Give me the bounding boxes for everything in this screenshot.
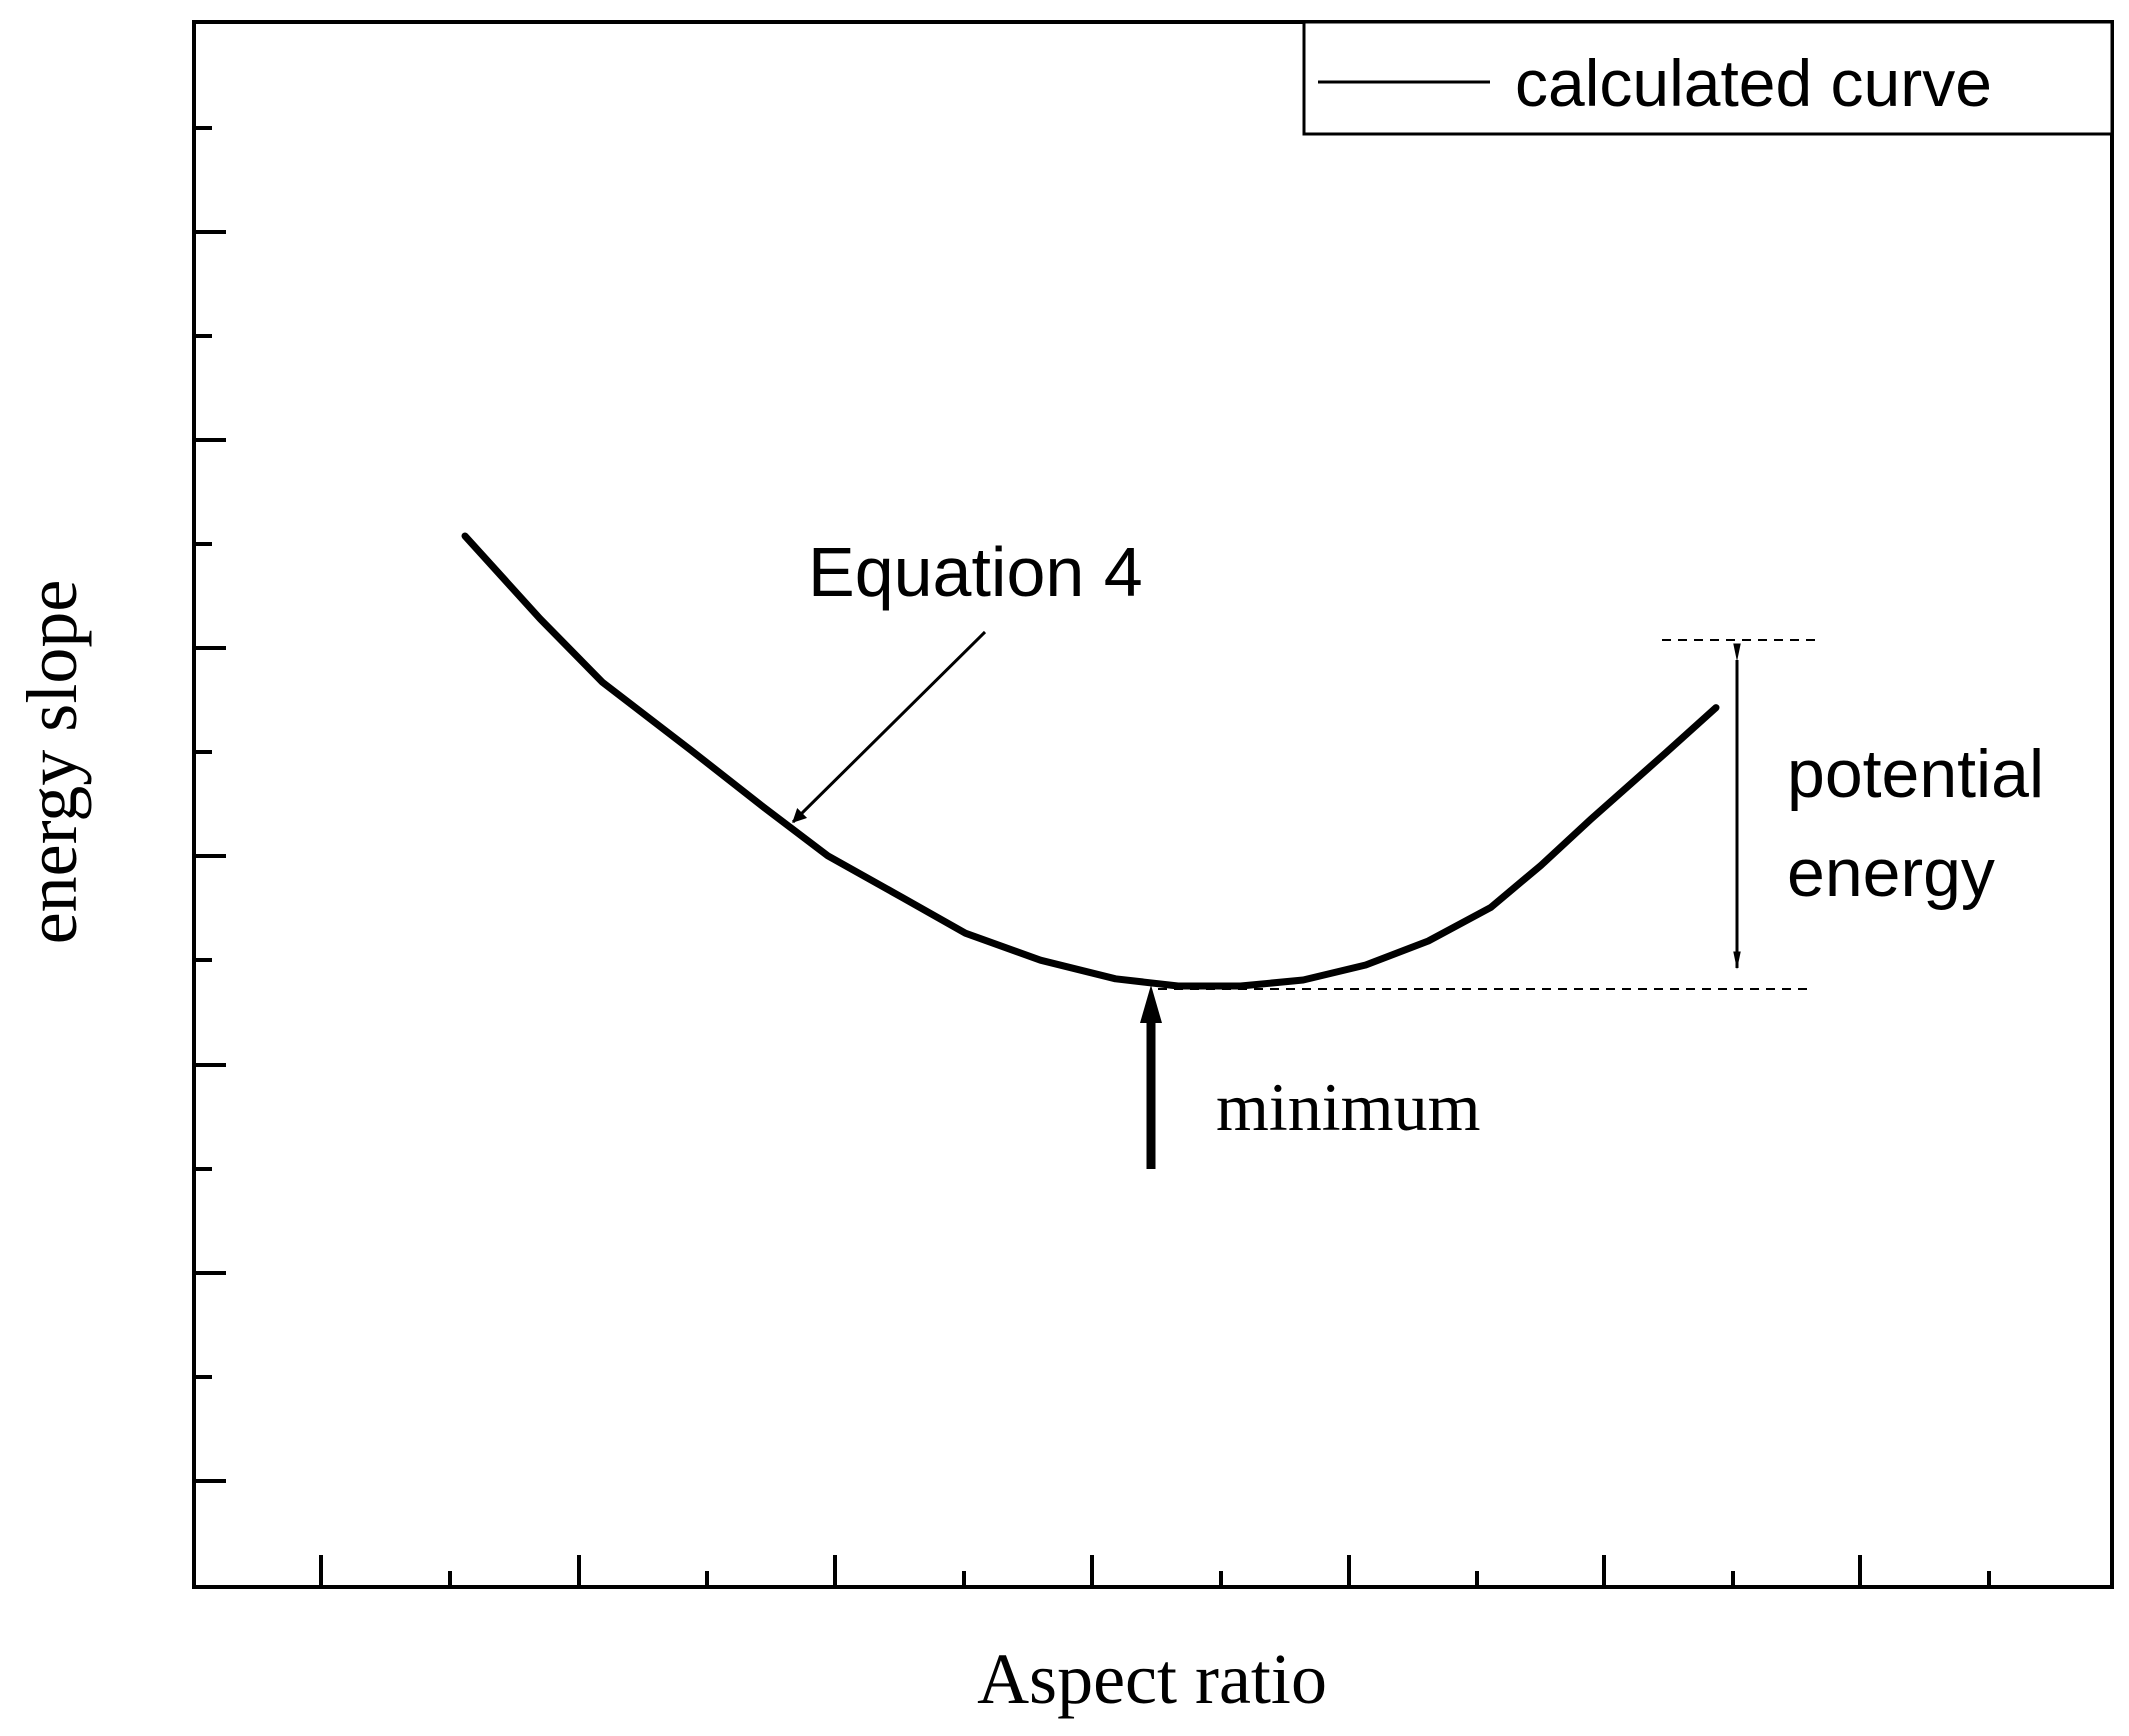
minimum-label: minimum [1216, 1069, 1480, 1145]
equation-arrow [791, 630, 987, 824]
x-axis-label: Aspect ratio [977, 1639, 1327, 1719]
y-axis-ticks [194, 126, 226, 1483]
y-axis-label: energy slope [12, 580, 92, 945]
legend: calculated curve [1302, 20, 2114, 136]
minimum-arrowhead [1140, 985, 1162, 1023]
legend-label: calculated curve [1515, 46, 1992, 120]
plot-frame [192, 20, 2114, 1589]
x-axis-ticks [319, 1555, 1991, 1587]
energy-label: energy [1787, 835, 1995, 911]
series-line-calculated-curve [461, 532, 1720, 990]
legend-box [1302, 20, 2114, 136]
potential-label: potential [1787, 736, 2044, 812]
equation-label: Equation 4 [808, 533, 1143, 611]
